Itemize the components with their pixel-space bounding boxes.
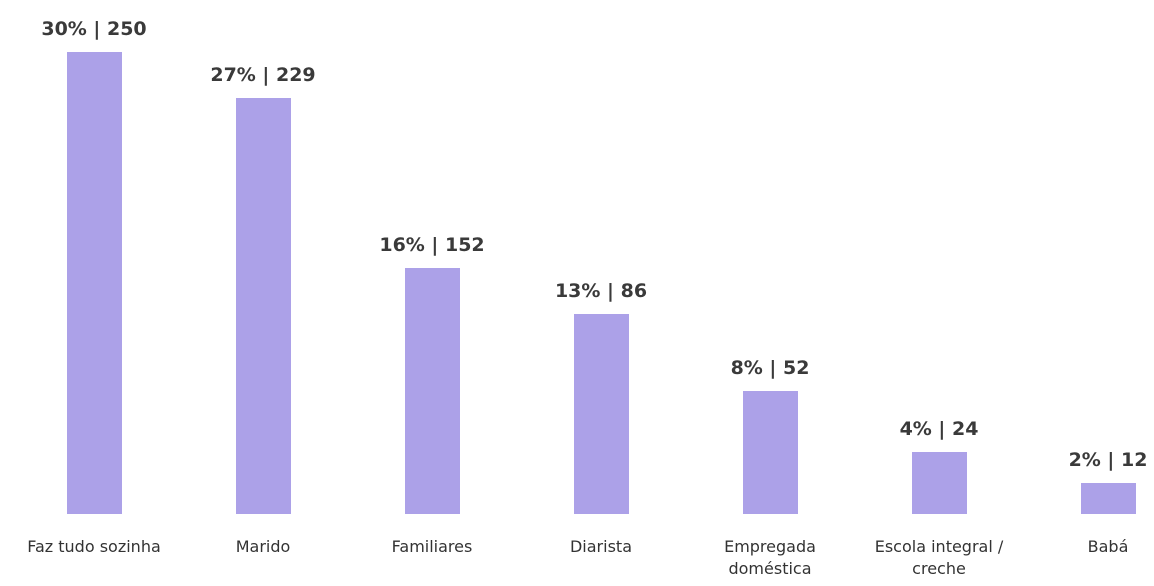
bar xyxy=(66,52,122,514)
value-label: 16% | 152 xyxy=(379,233,485,256)
x-tick-label: Diarista xyxy=(569,537,632,556)
x-tick-label: Empregada doméstica xyxy=(724,537,816,578)
x-tick-label: Babá xyxy=(1087,537,1129,556)
value-label: 13% | 86 xyxy=(554,279,648,302)
bar xyxy=(742,390,798,514)
bar xyxy=(1080,483,1136,514)
bar xyxy=(404,267,460,514)
x-tick-label: Marido xyxy=(235,537,291,556)
x-tick-label: Escola integral / creche xyxy=(874,537,1004,578)
bar xyxy=(911,452,967,514)
bar xyxy=(235,98,291,514)
value-label: 2% | 12 xyxy=(1068,449,1148,472)
value-label: 8% | 52 xyxy=(730,356,810,379)
x-tick-label: Familiares xyxy=(391,537,473,556)
bar xyxy=(573,313,629,514)
x-tick-label: Faz tudo sozinha xyxy=(27,537,161,556)
value-label: 30% | 250 xyxy=(41,18,147,40)
value-label: 4% | 24 xyxy=(899,418,979,441)
value-label: 27% | 229 xyxy=(210,64,316,87)
